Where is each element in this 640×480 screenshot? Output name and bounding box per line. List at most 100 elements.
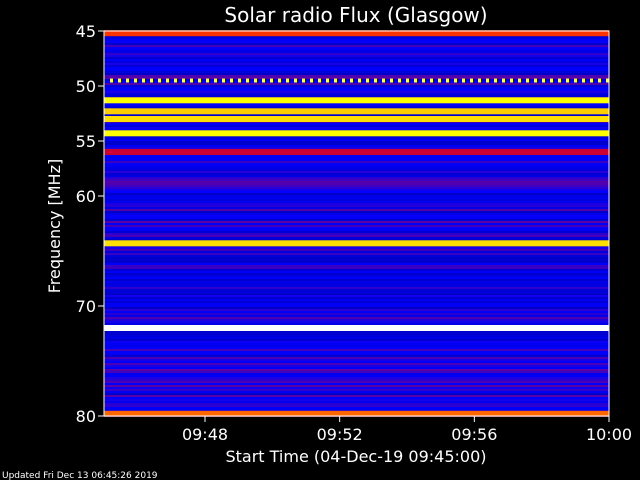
- spectrogram-row: [104, 55, 609, 57]
- spectrogram-row: [104, 203, 609, 205]
- spectrogram-row: [104, 343, 609, 345]
- emission-dot: [462, 78, 465, 83]
- emission-dot: [326, 78, 329, 83]
- spectrogram-row: [104, 63, 609, 65]
- spectrogram-row: [104, 145, 609, 147]
- spectrogram-row: [104, 137, 609, 139]
- spectrogram-row: [104, 349, 609, 351]
- spectrogram-row: [104, 405, 609, 407]
- spectrogram-row: [104, 83, 609, 85]
- emission-dot: [414, 78, 417, 83]
- spectrogram-row: [104, 105, 609, 107]
- spectrogram-row: [104, 321, 609, 323]
- spectrogram-row: [104, 221, 609, 223]
- emission-dot: [318, 78, 321, 83]
- emission-dot: [518, 78, 521, 83]
- spectrogram-row: [104, 291, 609, 293]
- spectrogram-row: [104, 369, 609, 371]
- spectrogram-row: [104, 273, 609, 275]
- spectrogram-row: [104, 95, 609, 97]
- emission-dot: [422, 78, 425, 83]
- x-axis-title: Start Time (04-Dec-19 09:45:00): [225, 447, 486, 466]
- spectrogram-row: [104, 123, 609, 125]
- emission-dot: [406, 78, 409, 83]
- spectrogram-row: [104, 377, 609, 379]
- spectrogram-row: [104, 301, 609, 303]
- spectrogram-row: [104, 331, 609, 333]
- spectrogram-row: [104, 379, 609, 381]
- emission-dot: [606, 78, 609, 83]
- emission-dot: [358, 78, 361, 83]
- emission-dot: [142, 78, 145, 83]
- spectrogram-row: [104, 391, 609, 393]
- spectrogram-row: [104, 129, 609, 131]
- emission-dot: [430, 78, 433, 83]
- plot-area: [103, 30, 610, 417]
- spectrogram-row: [104, 365, 609, 367]
- spectrogram-row: [104, 205, 609, 207]
- spectrogram-row: [104, 127, 609, 129]
- emission-dot: [134, 78, 137, 83]
- spectrogram-row: [104, 71, 609, 73]
- spectrogram-row: [104, 139, 609, 141]
- spectrogram-row: [104, 257, 609, 259]
- spectrogram-row: [104, 237, 609, 239]
- spectrogram-row: [104, 197, 609, 199]
- spectrogram-row: [104, 353, 609, 355]
- spectrogram-row: [104, 67, 609, 69]
- spectrogram-row: [104, 251, 609, 253]
- spectrogram-row: [104, 167, 609, 169]
- spectrogram-row: [104, 309, 609, 311]
- emission-dot: [398, 78, 401, 83]
- spectrogram-row: [104, 283, 609, 285]
- spectrogram-row: [104, 239, 609, 241]
- emission-dot: [238, 78, 241, 83]
- emission-band: [104, 97, 609, 104]
- spectrogram-row: [104, 409, 609, 411]
- spectrogram-row: [104, 263, 609, 265]
- emission-dot: [446, 78, 449, 83]
- spectrogram-row: [104, 37, 609, 39]
- spectrogram-row: [104, 393, 609, 395]
- spectrogram-row: [104, 389, 609, 391]
- emission-dot: [566, 78, 569, 83]
- emission-dot: [150, 78, 153, 83]
- spectrogram-row: [104, 199, 609, 201]
- emission-dot: [286, 78, 289, 83]
- spectrogram-row: [104, 299, 609, 301]
- y-tick-label: 70: [76, 297, 96, 316]
- spectrogram-row: [104, 161, 609, 163]
- spectrogram-row: [104, 227, 609, 229]
- x-tick-label: 09:56: [451, 425, 497, 444]
- emission-dot: [350, 78, 353, 83]
- y-axis-title: Frequency [MHz]: [45, 159, 64, 293]
- spectrogram-row: [104, 45, 609, 47]
- emission-dot: [382, 78, 385, 83]
- spectrogram-row: [104, 351, 609, 353]
- spectrogram-row: [104, 159, 609, 161]
- spectrogram-row: [104, 217, 609, 219]
- emission-dot: [534, 78, 537, 83]
- spectrogram-row: [104, 373, 609, 375]
- emission-dot: [278, 78, 281, 83]
- spectrogram-row: [104, 307, 609, 309]
- spectrogram-row: [104, 215, 609, 217]
- spectrogram-row: [104, 173, 609, 175]
- spectrogram-row: [104, 59, 609, 61]
- emission-dot: [126, 78, 129, 83]
- spectrogram-row: [104, 183, 609, 185]
- spectrogram-row: [104, 93, 609, 95]
- emission-dot: [302, 78, 305, 83]
- emission-dot: [334, 78, 337, 83]
- spectrogram-row: [104, 261, 609, 263]
- spectrogram-row: [104, 259, 609, 261]
- spectrogram-row: [104, 193, 609, 195]
- spectrogram-row: [104, 279, 609, 281]
- spectrogram-row: [104, 225, 609, 227]
- spectrogram-row: [104, 293, 609, 295]
- emission-dot: [598, 78, 601, 83]
- y-tick-label: 60: [76, 187, 96, 206]
- spectrogram-row: [104, 277, 609, 279]
- spectrogram-row: [104, 233, 609, 235]
- spectrogram-row: [104, 341, 609, 343]
